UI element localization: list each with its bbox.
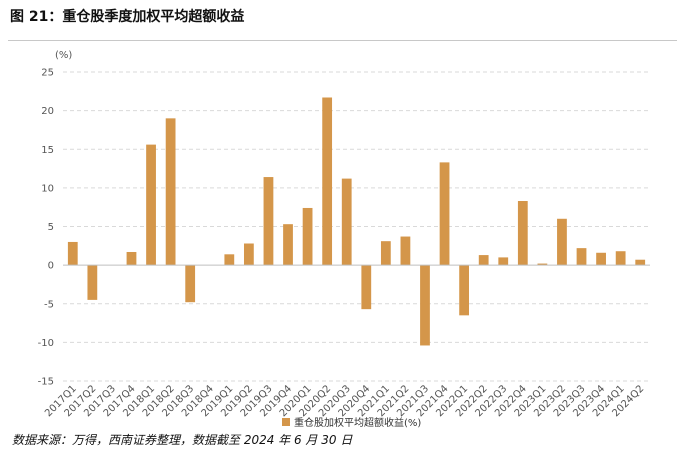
bar-2024Q1	[615, 251, 626, 266]
bar-2023Q4	[596, 252, 606, 266]
y-axis-ticks: 25 20 15 10 5 0 -5 -10 -15	[38, 68, 54, 388]
figure-source-note: 数据来源：万得，西南证券整理，数据截至 2024 年 6 月 30 日	[12, 433, 353, 447]
y-tick-label: -5	[44, 299, 54, 310]
bars	[67, 97, 646, 346]
bar-2017Q4	[126, 251, 137, 266]
bar-2023Q2	[557, 218, 567, 266]
bar-2024Q2	[635, 259, 646, 266]
y-axis-unit-label: (%)	[55, 50, 72, 61]
bar-2022Q1	[459, 265, 470, 316]
bar-2018Q2	[165, 118, 176, 266]
bar-2018Q1	[146, 144, 156, 266]
bar-2018Q3	[185, 265, 196, 303]
bar-chart: 25 20 15 10 5 0 -5 -10 -15 (%) 2017Q12017Q22017Q…	[38, 50, 650, 429]
y-tick-label: -15	[38, 377, 54, 388]
title-divider	[8, 40, 677, 41]
y-tick-label: 10	[41, 183, 54, 194]
legend-label: 重仓股加权平均超额收益(%)	[294, 416, 421, 429]
bar-2021Q4	[439, 162, 450, 266]
bar-2019Q2	[243, 243, 254, 266]
legend-swatch	[282, 418, 290, 426]
bar-2019Q3	[263, 177, 274, 266]
bar-2022Q3	[498, 257, 509, 266]
bar-2020Q3	[341, 178, 352, 266]
bar-2020Q2	[322, 97, 333, 266]
bar-2017Q2	[87, 265, 98, 300]
bar-2023Q1	[537, 263, 548, 266]
bar-2021Q1	[380, 241, 391, 266]
y-tick-label: 15	[41, 145, 54, 156]
y-tick-label: 0	[48, 261, 54, 272]
y-tick-label: 20	[41, 106, 54, 117]
bar-2023Q3	[576, 248, 587, 266]
bar-2020Q4	[361, 265, 372, 310]
figure-title: 图 21：重仓股季度加权平均超额收益	[10, 9, 245, 25]
bar-2020Q1	[302, 207, 313, 266]
x-axis-ticks: 2017Q12017Q22017Q32017Q42018Q12018Q22018…	[43, 383, 646, 419]
bar-2021Q3	[420, 265, 430, 346]
y-tick-label: -10	[38, 338, 54, 349]
bar-2022Q2	[478, 255, 489, 266]
y-tick-label: 25	[41, 68, 54, 79]
bar-2022Q4	[517, 201, 528, 266]
legend: 重仓股加权平均超额收益(%)	[282, 416, 421, 429]
bar-2017Q1	[67, 241, 78, 266]
bar-2019Q1	[224, 254, 235, 266]
y-tick-label: 5	[48, 222, 54, 233]
bar-2019Q4	[283, 224, 293, 266]
bar-2021Q2	[400, 236, 411, 266]
